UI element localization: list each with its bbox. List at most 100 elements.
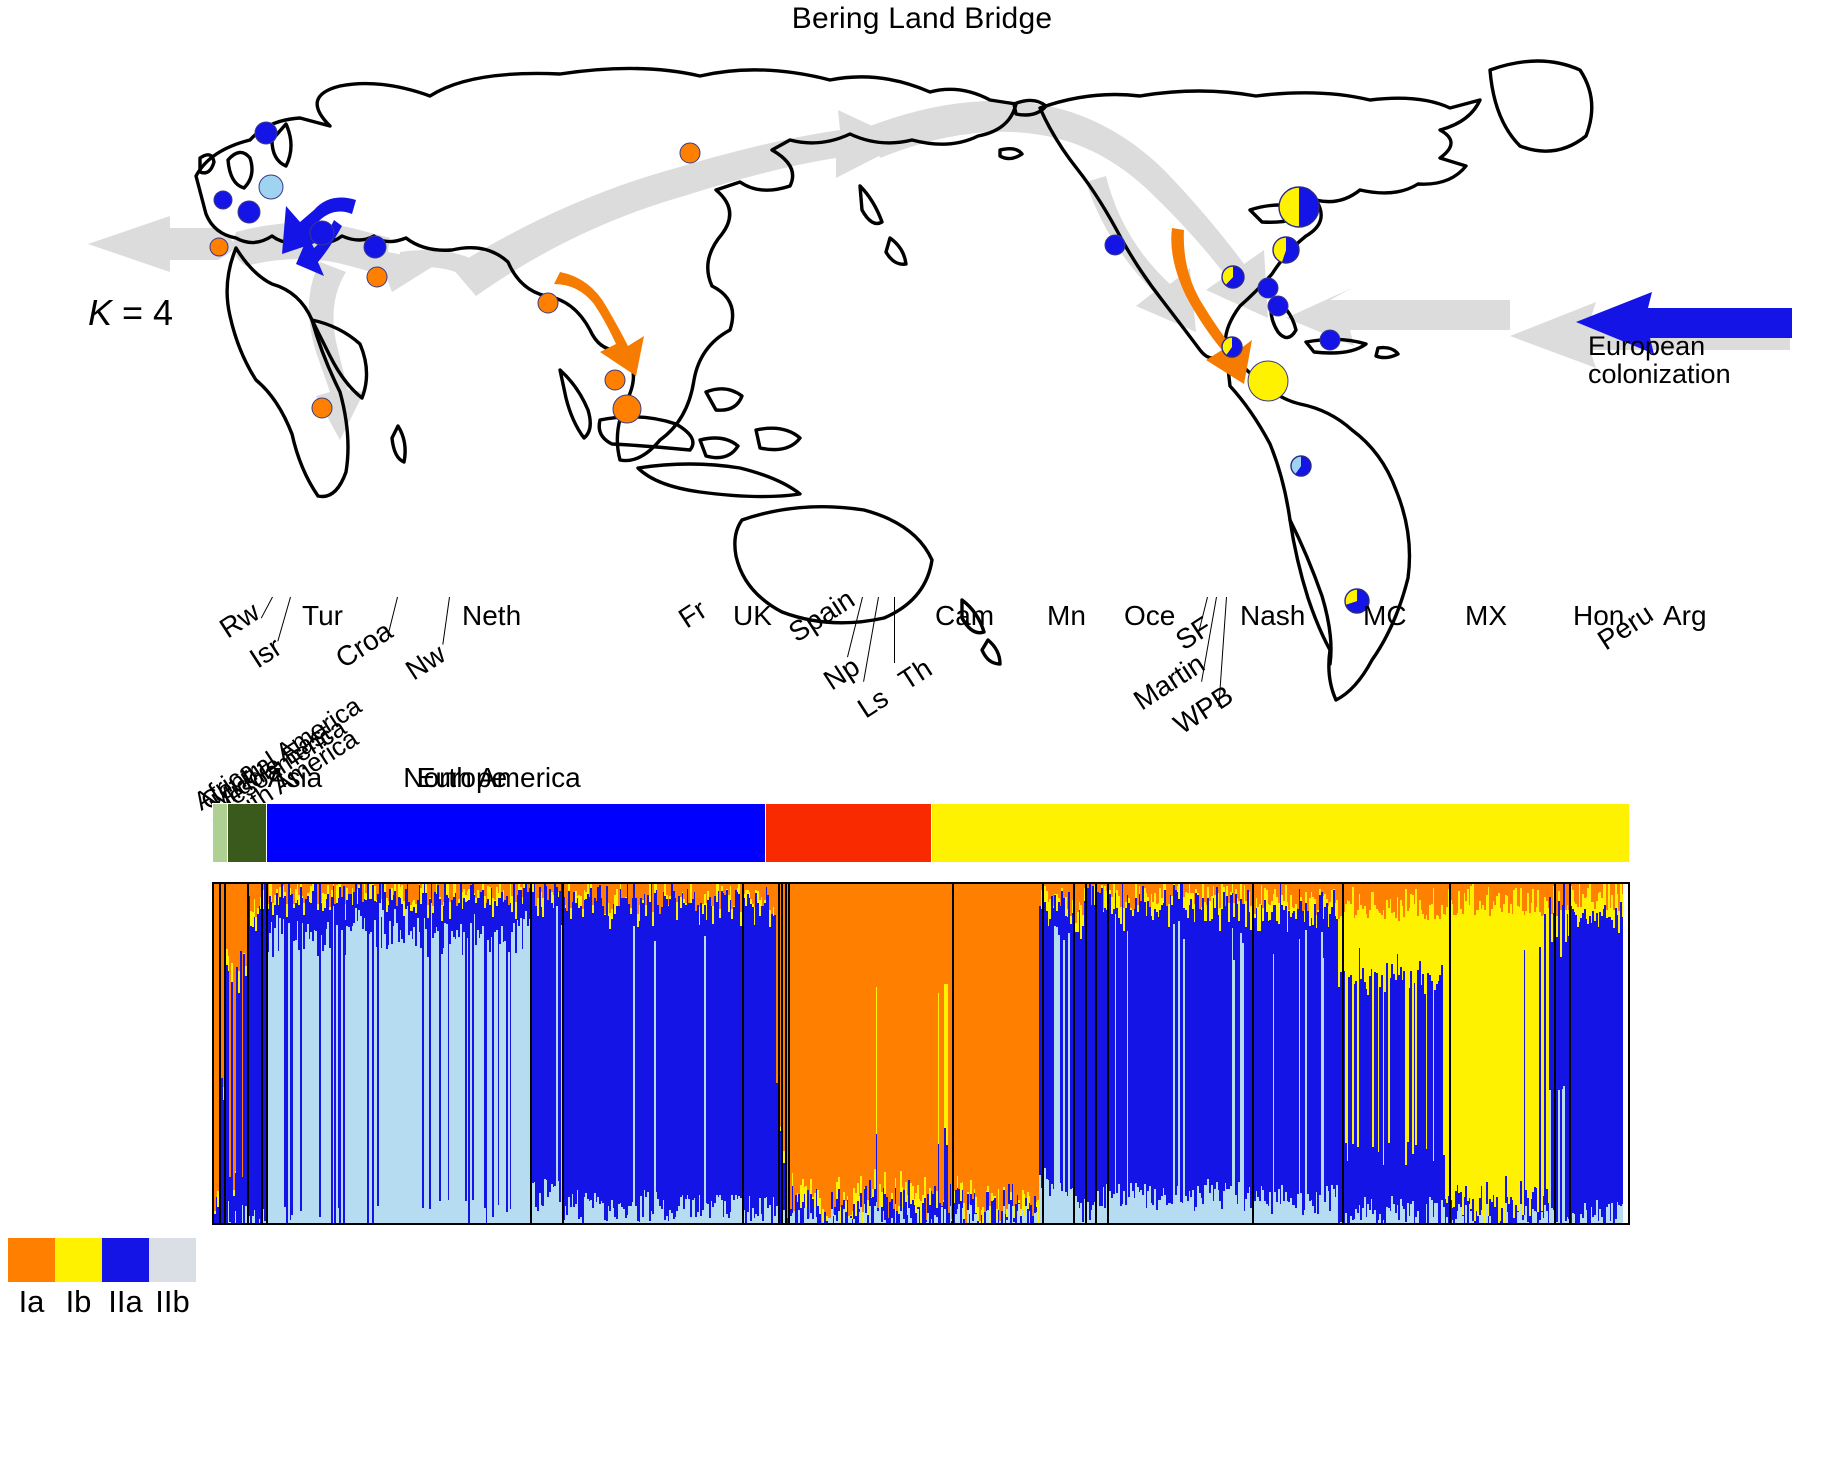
admixture-segment-ia	[923, 884, 926, 1178]
admixture-bar	[1185, 884, 1187, 1223]
admixture-bar	[1427, 884, 1430, 1223]
admixture-segment-iia	[896, 1211, 899, 1223]
admixture-segment-ia	[1540, 884, 1543, 917]
admixture-segment-iia	[676, 920, 679, 1211]
admixture-bar	[1178, 884, 1180, 1223]
admixture-segment-ib	[403, 901, 405, 916]
admixture-segment-ia	[903, 884, 905, 1190]
admixture-segment-iia	[915, 1213, 917, 1223]
admixture-bar	[1453, 884, 1455, 1223]
admixture-segment-iia	[1379, 986, 1382, 1215]
admixture-segment-ia	[1056, 884, 1058, 895]
admixture-bar	[1523, 884, 1526, 1223]
admixture-segment-iia	[1399, 967, 1402, 1200]
admixture-segment-iia	[937, 1143, 940, 1223]
admixture-segment-iia	[1367, 995, 1369, 1205]
admixture-bar	[604, 884, 606, 1223]
admixture-segment-iib	[700, 1216, 703, 1223]
admixture-segment-ia	[805, 884, 807, 1187]
admixture-bar	[363, 884, 366, 1223]
admixture-bar	[727, 884, 730, 1223]
admixture-segment-iib	[762, 1220, 764, 1223]
admixture-segment-ia	[1491, 884, 1493, 909]
admixture-bar	[1028, 884, 1031, 1223]
admixture-segment-ia	[678, 884, 680, 896]
admixture-segment-iib	[1217, 1189, 1220, 1223]
admixture-segment-ia	[765, 884, 768, 888]
admixture-segment-iib	[549, 1191, 551, 1223]
admixture-bar	[1394, 884, 1397, 1223]
admixture-segment-iib	[815, 1217, 818, 1223]
admixture-segment-iib	[1133, 1197, 1136, 1223]
admixture-segment-ia	[1511, 884, 1514, 915]
admixture-segment-ia	[1224, 884, 1227, 907]
admixture-bar	[1331, 884, 1333, 1223]
admixture-bar	[1544, 884, 1547, 1223]
admixture-segment-iia	[1465, 1185, 1467, 1205]
admixture-segment-ib	[1109, 889, 1112, 894]
admixture-segment-ia	[1092, 884, 1094, 886]
admixture-bar	[480, 884, 483, 1223]
admixture-bar	[243, 884, 245, 1223]
region-band-asia	[765, 804, 932, 862]
admixture-segment-iib	[1002, 1205, 1005, 1223]
admixture-segment-ib	[251, 911, 254, 927]
admixture-segment-ib	[320, 901, 323, 903]
admixture-segment-ia	[1269, 884, 1272, 905]
admixture-segment-ib	[1327, 906, 1330, 928]
admixture-segment-iia	[1260, 905, 1263, 1187]
admixture-segment-ib	[1265, 889, 1268, 913]
admixture-bar	[1583, 884, 1586, 1223]
group-divider	[265, 884, 268, 1223]
group-divider	[1252, 884, 1255, 1223]
admixture-segment-iib	[702, 1210, 704, 1223]
admixture-segment-ia	[932, 884, 935, 1195]
admixture-bar	[406, 884, 409, 1223]
admixture-segment-iib	[1183, 938, 1186, 1223]
admixture-segment-ib	[738, 884, 740, 895]
admixture-segment-iib	[1056, 927, 1058, 1223]
admixture-bar	[1356, 884, 1359, 1223]
admixture-segment-ia	[901, 884, 904, 1187]
admixture-segment-ia	[1257, 884, 1259, 908]
admixture-segment-ia	[409, 884, 412, 906]
admixture-segment-ib	[293, 904, 295, 908]
admixture-bar	[411, 884, 414, 1223]
admixture-bar	[1319, 884, 1321, 1223]
admixture-segment-iia	[717, 890, 720, 1198]
admixture-bar	[1334, 884, 1337, 1223]
admixture-bar	[1154, 884, 1156, 1223]
admixture-segment-ib	[1355, 914, 1357, 981]
admixture-segment-ib	[1418, 899, 1421, 962]
admixture-segment-ib	[1442, 913, 1445, 1155]
admixture-segment-iib	[1442, 1206, 1445, 1223]
admixture-bar	[1549, 884, 1552, 1223]
admixture-segment-iia	[1477, 1215, 1479, 1223]
admixture-segment-ia	[1025, 884, 1027, 1199]
admixture-segment-ib	[1293, 908, 1296, 912]
admixture-segment-iia	[958, 1189, 960, 1204]
admixture-bar	[372, 884, 374, 1223]
admixture-segment-ia	[1186, 884, 1189, 894]
admixture-bar	[1088, 884, 1091, 1223]
admixture-segment-iia	[1530, 1198, 1533, 1223]
admixture-segment-iib	[640, 1196, 642, 1223]
admixture-bar	[545, 884, 548, 1223]
admixture-bar	[556, 884, 558, 1223]
group-divider	[260, 884, 263, 1223]
admixture-segment-iib	[837, 1211, 840, 1223]
admixture-bar	[217, 884, 220, 1223]
admixture-segment-iia	[298, 904, 300, 951]
admixture-segment-ia	[334, 884, 337, 904]
admixture-segment-iib	[1222, 1191, 1225, 1223]
admixture-segment-iia	[892, 1209, 895, 1223]
admixture-segment-ia	[614, 884, 617, 896]
admixture-segment-ia	[1145, 884, 1148, 893]
admixture-segment-ia	[841, 884, 844, 1206]
admixture-bar	[1343, 884, 1345, 1223]
admixture-segment-ia	[1209, 884, 1211, 902]
admixture-bar	[633, 884, 636, 1223]
admixture-segment-iia	[1044, 901, 1046, 1168]
admixture-segment-iia	[482, 890, 484, 927]
admixture-segment-iib	[607, 1205, 610, 1223]
